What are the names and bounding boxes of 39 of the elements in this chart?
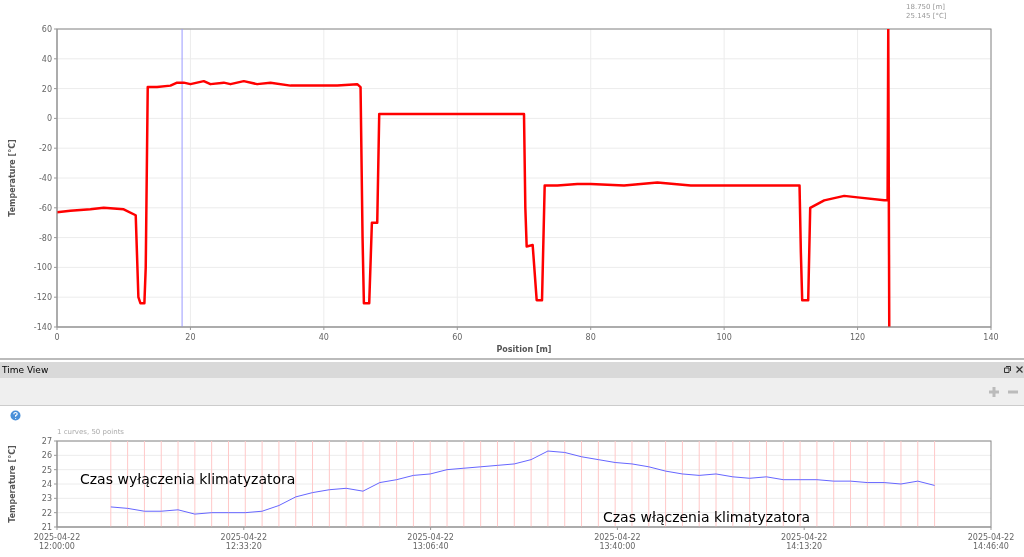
y-tick-label: 24 [41, 480, 52, 489]
y-tick-label: 20 [41, 84, 52, 94]
x-tick-label: 60 [452, 333, 463, 342]
y-tick-label: 60 [41, 25, 52, 34]
y-tick-label: -40 [38, 174, 52, 183]
y-tick-label: -60 [38, 203, 52, 213]
y-tick-label: -80 [38, 233, 52, 243]
x-axis-title: Position [m] [495, 345, 553, 354]
x-tick-label: 40 [318, 333, 329, 342]
annotation: Czas włączenia klimatyzatora [603, 509, 811, 525]
annotation: Czas wyłączenia klimatyzatora [80, 471, 296, 487]
line-series [57, 29, 891, 327]
y-tick-label: -100 [33, 263, 52, 273]
x-tick-label: 2025-04-22 12:00:00 [33, 533, 81, 551]
y-tick-label: 0 [46, 114, 52, 124]
chart-title: Time View [0, 362, 1024, 378]
y-tick-label: -120 [33, 293, 52, 303]
x-tick-label: 0 [54, 333, 60, 342]
y-tick-label: -20 [38, 144, 52, 154]
x-tick-label: 2025-04-22 14:46:40 [967, 533, 1015, 551]
x-tick-label: 80 [585, 333, 596, 342]
x-tick-label: 140 [983, 333, 999, 342]
y-tick-label: 23 [41, 494, 52, 504]
y-tick-label: 40 [41, 54, 52, 64]
x-tick-label: 100 [716, 333, 732, 342]
y-tick-label: 27 [41, 437, 52, 446]
x-tick-label: 2025-04-22 14:13:20 [780, 533, 828, 551]
y-axis-title: Temperature [°C] [7, 445, 17, 523]
y-tick-label: 26 [41, 451, 52, 461]
y-tick-label: -140 [33, 323, 52, 332]
y-axis-title: Temperature [°C] [7, 139, 17, 217]
y-tick-label: 22 [41, 508, 52, 518]
y-tick-label: 21 [41, 523, 52, 532]
x-tick-label: 2025-04-22 13:06:40 [407, 533, 454, 551]
x-tick-label: 120 [849, 333, 866, 342]
x-tick-label: 20 [185, 333, 196, 342]
x-tick-label: 2025-04-22 13:40:00 [594, 533, 641, 551]
y-tick-label: 25 [41, 465, 52, 475]
x-tick-label: 2025-04-22 12:33:20 [220, 533, 268, 551]
